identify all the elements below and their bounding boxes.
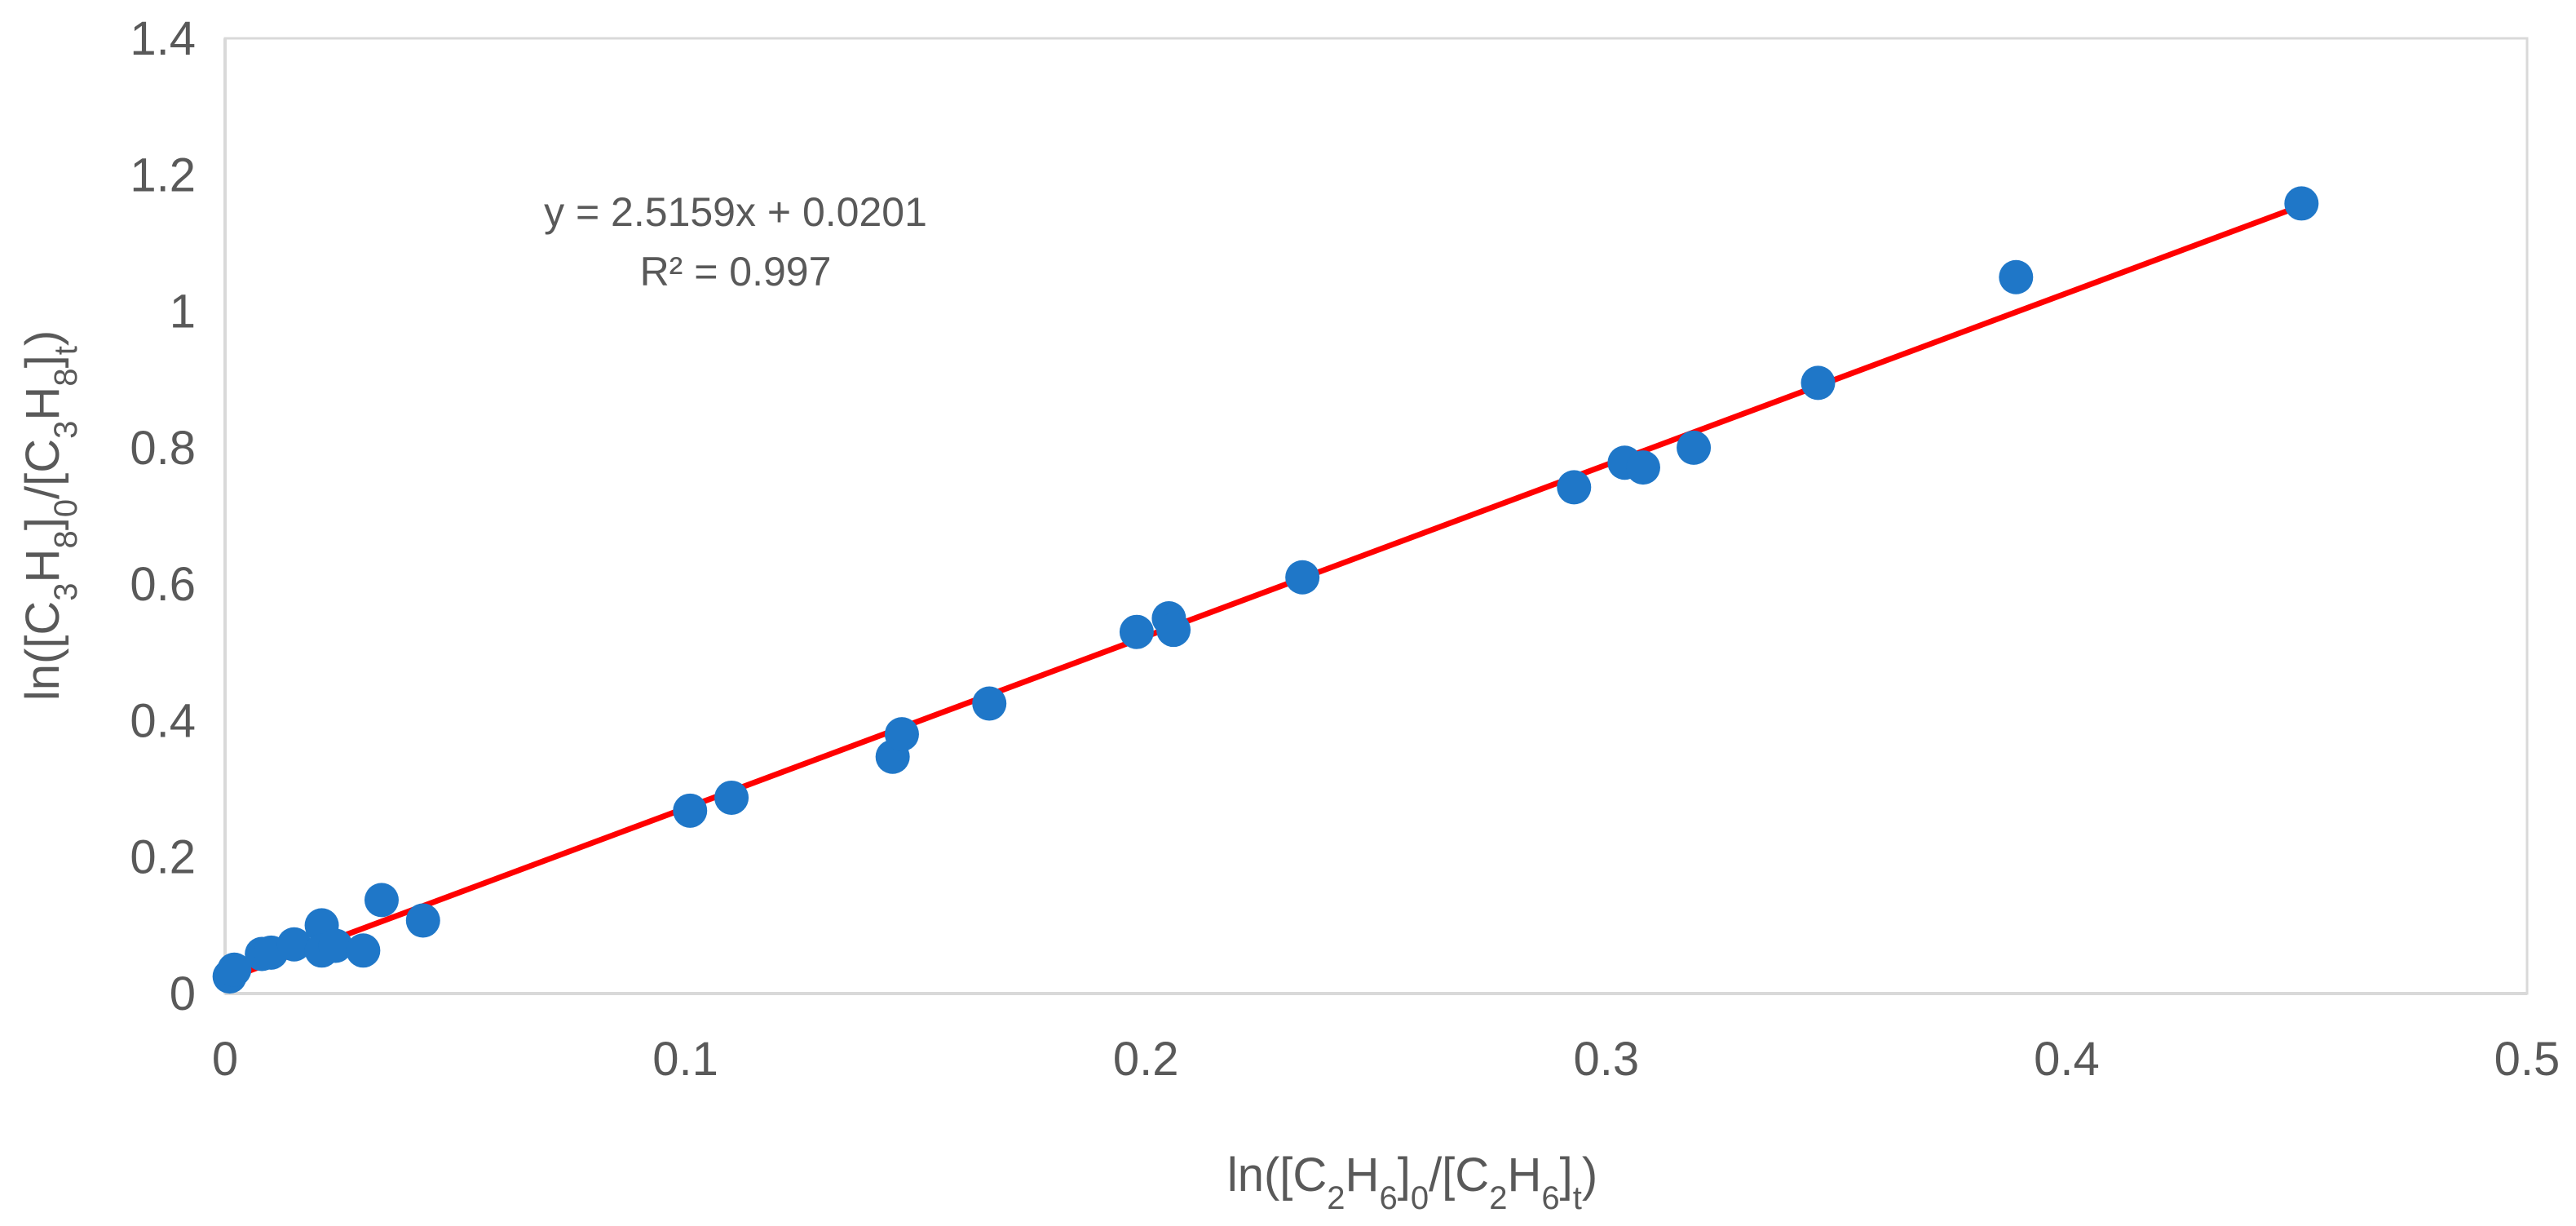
data-point	[1156, 613, 1191, 648]
data-point	[1557, 470, 1592, 505]
x-tick-label: 0.3	[1573, 1033, 1639, 1086]
data-point	[217, 952, 252, 987]
trendline-equation: y = 2.5159x + 0.0201	[544, 189, 927, 235]
data-point	[1999, 259, 2034, 294]
y-tick-label: 1.4	[130, 12, 196, 65]
trendline-r2: R² = 0.997	[640, 249, 832, 294]
data-point	[972, 686, 1007, 721]
y-tick-label: 0.2	[130, 831, 196, 884]
data-points	[212, 186, 2319, 994]
y-tick-label: 1.2	[130, 148, 196, 201]
y-tick-labels: 0 0.2 0.4 0.6 0.8 1 1.2 1.4	[130, 12, 196, 1020]
x-tick-label: 0.1	[652, 1033, 718, 1086]
x-tick-label: 0	[212, 1033, 238, 1086]
y-axis-label: ln([C3H8]0/[C3H8]t)	[16, 330, 84, 701]
y-tick-label: 0.6	[130, 558, 196, 611]
x-tick-label: 0.4	[2034, 1033, 2100, 1086]
x-axis-label: ln([C2H6]0/[C2H6]t)	[1227, 1149, 1597, 1216]
data-point	[405, 903, 440, 938]
data-point	[1625, 450, 1660, 485]
data-point	[346, 933, 381, 968]
data-point	[364, 883, 399, 918]
x-tick-label: 0.5	[2494, 1033, 2561, 1086]
data-point	[318, 928, 353, 963]
data-point	[1677, 430, 1712, 465]
data-point	[714, 780, 749, 815]
x-tick-labels: 0 0.1 0.2 0.3 0.4 0.5	[212, 1033, 2560, 1086]
y-tick-label: 0.8	[130, 422, 196, 475]
data-point	[673, 793, 708, 828]
data-point	[276, 927, 312, 962]
data-point	[1119, 614, 1154, 649]
data-point	[1801, 365, 1836, 401]
data-point	[1285, 560, 1320, 595]
trendline	[227, 202, 2304, 981]
y-tick-label: 1	[170, 285, 196, 339]
y-tick-label: 0.4	[130, 694, 196, 747]
data-point	[2284, 186, 2319, 221]
x-tick-label: 0.2	[1113, 1033, 1179, 1086]
y-tick-label: 0	[170, 967, 196, 1020]
data-point	[884, 717, 919, 752]
